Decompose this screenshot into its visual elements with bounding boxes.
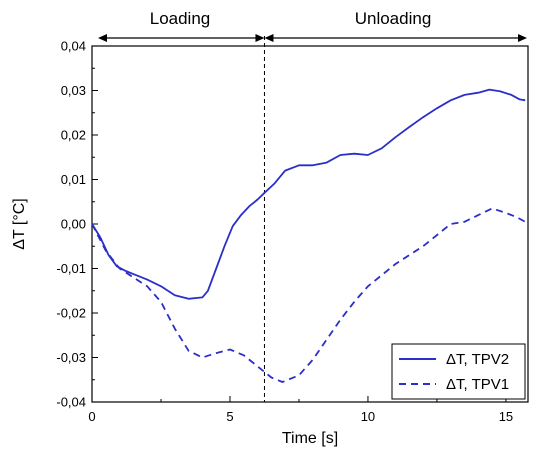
x-axis-title: Time [s] xyxy=(282,430,338,447)
phase-arrows xyxy=(98,34,527,42)
y-tick-label: 0,00 xyxy=(61,217,86,232)
series-line-tpv1 xyxy=(91,207,526,383)
y-axis-title: ΔT [°C] xyxy=(11,198,28,249)
y-axis: -0,04 -0,03 -0,02 -0,01 0,00 0,01 0,02 0,03 0,04 xyxy=(56,39,98,410)
legend-label-tpv2: ΔT, TPV2 xyxy=(446,351,509,368)
x-tick-label: 0 xyxy=(88,409,95,424)
x-tick-label: 10 xyxy=(361,409,375,424)
y-tick-label: -0,02 xyxy=(56,306,86,321)
y-tick-label: -0,01 xyxy=(56,261,86,276)
x-axis: 0 5 10 15 xyxy=(88,396,513,424)
y-tick-label: -0,03 xyxy=(56,350,86,365)
y-tick-label: -0,04 xyxy=(56,395,86,410)
loading-arrow-head-left xyxy=(98,34,107,42)
phase-label-loading: Loading xyxy=(150,9,211,28)
series-line-tpv2 xyxy=(91,88,526,300)
phase-label-unloading: Unloading xyxy=(355,9,432,28)
series-layer xyxy=(91,88,526,383)
x-tick-label: 15 xyxy=(499,409,513,424)
y-tick-label: 0,03 xyxy=(61,83,86,98)
phase-annotations: Loading Unloading xyxy=(98,9,527,42)
legend-label-tpv1: ΔT, TPV1 xyxy=(446,376,509,393)
legend: ΔT, TPV2 ΔT, TPV1 xyxy=(391,343,526,400)
unloading-arrow-head-left xyxy=(264,34,274,42)
y-tick-label: 0,04 xyxy=(61,39,86,54)
loading-arrow-head-right xyxy=(255,34,265,42)
x-tick-label: 5 xyxy=(226,409,233,424)
legend-box xyxy=(391,343,526,400)
y-tick-label: 0,02 xyxy=(61,128,86,143)
y-tick-label: 0,01 xyxy=(61,172,86,187)
unloading-arrow-head-right xyxy=(518,34,527,42)
